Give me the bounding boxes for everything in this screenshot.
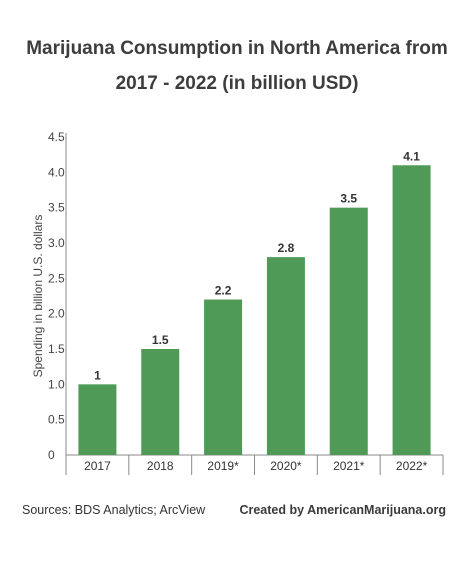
x-tick-label: 2021* (333, 459, 365, 473)
chart-title-line-2: 2017 - 2022 (in billion USD) (115, 73, 359, 94)
bar-2019 (204, 299, 243, 455)
data-label: 2.2 (215, 284, 232, 298)
sources-text: Sources: BDS Analytics; ArcView (22, 503, 206, 517)
y-tick-label: 0.5 (48, 413, 65, 427)
y-tick-label: 3.0 (48, 236, 65, 250)
x-tick-label: 2022* (396, 459, 428, 473)
y-tick-label: 4.0 (48, 165, 65, 179)
y-tick-label: 2.0 (48, 307, 65, 321)
x-tick-label: 2020* (270, 459, 302, 473)
data-label: 1.5 (152, 333, 169, 347)
bar-2021 (329, 207, 368, 455)
credit-text: Created by AmericanMarijuana.org (239, 503, 446, 517)
y-tick-label: 3.5 (48, 201, 65, 215)
bar-2022 (392, 165, 431, 455)
x-tick-label: 2019* (207, 459, 239, 473)
x-tick-label: 2017 (84, 459, 111, 473)
y-tick-label: 0 (48, 448, 55, 462)
bar-2018 (141, 349, 180, 455)
data-label: 2.8 (278, 241, 295, 255)
y-tick-label: 1.0 (48, 377, 65, 391)
bar-2020 (266, 257, 305, 455)
bar-2017 (78, 384, 117, 455)
data-label: 3.5 (340, 192, 357, 206)
chart-title-line-1: Marijuana Consumption in North America f… (26, 38, 448, 59)
data-label: 4.1 (403, 149, 420, 163)
x-tick-label: 2018 (147, 459, 174, 473)
data-label: 1 (94, 368, 101, 382)
y-tick-label: 2.5 (48, 271, 65, 285)
y-tick-label: 1.5 (48, 342, 65, 356)
y-tick-label: 4.5 (48, 130, 65, 144)
